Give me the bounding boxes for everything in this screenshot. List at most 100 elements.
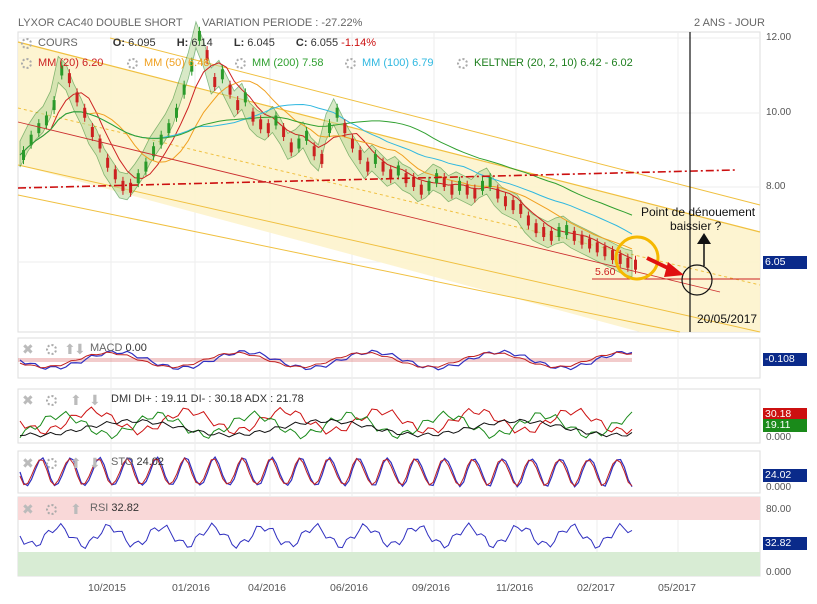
gear-icon[interactable] <box>46 395 57 406</box>
price-candle <box>228 84 232 95</box>
price-candle <box>190 61 194 72</box>
price-candle <box>343 123 347 134</box>
x-tick-label: 04/2016 <box>248 582 286 594</box>
legend-mm20[interactable]: MM (20) 6.20 <box>38 57 104 69</box>
price-candle <box>373 153 377 164</box>
price-candle <box>549 230 553 241</box>
price-candle <box>366 161 370 172</box>
price-candle <box>412 177 416 187</box>
price-candle <box>220 69 224 80</box>
price-candle <box>450 184 454 195</box>
price-candle <box>320 153 324 164</box>
keltner-band <box>19 20 633 278</box>
change-value: -1.14% <box>341 37 377 49</box>
price-candle <box>289 142 293 153</box>
price-candle <box>511 200 515 211</box>
legend-keltner[interactable]: KELTNER (20, 2, 10) 6.42 - 6.02 <box>474 57 633 69</box>
price-candle <box>98 138 102 149</box>
price-candle <box>121 180 125 191</box>
arrow-up-icon[interactable]: ⬆ <box>64 341 76 357</box>
price-candle <box>236 100 240 111</box>
price-candle <box>106 157 110 168</box>
x-tick-label: 01/2016 <box>172 582 210 594</box>
arrow-down-icon[interactable]: ⬇ <box>74 341 86 357</box>
price-candle <box>305 130 309 141</box>
price-candle <box>389 169 393 180</box>
ma-200-line <box>19 111 633 216</box>
y-tick-label: 0.000 <box>766 482 792 493</box>
sto-d-line <box>19 457 633 487</box>
x-tick-label: 06/2016 <box>330 582 368 594</box>
price-candle <box>595 242 599 253</box>
price-candle <box>274 115 278 126</box>
close-icon[interactable]: ✖ <box>22 392 34 408</box>
gear-icon[interactable] <box>345 58 356 69</box>
price-candle <box>22 150 25 161</box>
legend-mm100[interactable]: MM (100) 6.79 <box>362 57 434 69</box>
y-tick-label: 8.00 <box>766 181 786 192</box>
ohlc-row: COURS O: 6.095 H: 6.14 L: 6.045 C: 6.055… <box>38 37 377 49</box>
y-tick-label: 10.00 <box>766 107 792 118</box>
sto-badge: 24.02 <box>763 469 807 482</box>
last-price-badge: 6.05 <box>763 256 807 269</box>
price-candle <box>350 138 354 149</box>
close-icon[interactable]: ✖ <box>22 455 34 471</box>
y-tick-label: 80.00 <box>766 504 792 515</box>
price-candle <box>266 123 270 134</box>
price-candle <box>618 253 622 264</box>
close-icon[interactable]: ✖ <box>22 341 34 357</box>
price-candle <box>213 77 217 87</box>
price-candle <box>282 127 286 137</box>
x-tick-label: 02/2017 <box>577 582 615 594</box>
price-candle <box>312 146 316 157</box>
arrow-up-icon[interactable]: ⬆ <box>70 455 82 471</box>
gear-icon[interactable] <box>235 58 246 69</box>
price-candle <box>557 227 561 237</box>
price-candle <box>159 134 163 145</box>
price-candle <box>297 138 301 149</box>
gear-icon[interactable] <box>46 344 57 355</box>
close-icon[interactable]: ✖ <box>22 501 34 517</box>
rsi-overbought-zone <box>18 497 760 520</box>
gear-icon[interactable] <box>127 58 138 69</box>
price-candle <box>534 223 538 234</box>
target-text-2: baissier ? <box>670 219 722 233</box>
price-candle <box>419 184 423 195</box>
macd-badge: -0.108 <box>763 353 807 366</box>
legend-mm50[interactable]: MM (50) 6.48 <box>144 57 210 69</box>
x-tick-label: 09/2016 <box>412 582 450 594</box>
legend-mm200[interactable]: MM (200) 7.58 <box>252 57 324 69</box>
price-candle <box>519 203 523 214</box>
gear-icon[interactable] <box>21 38 32 49</box>
target-arrow-head <box>664 262 684 277</box>
price-candle <box>634 259 637 270</box>
price-candle <box>427 180 431 191</box>
price-candle <box>243 92 247 103</box>
highlight-circle <box>614 235 660 281</box>
sto-label: STO 24.02 <box>111 456 165 468</box>
price-candle <box>442 177 446 187</box>
period-selector[interactable]: 2 ANS - JOUR <box>694 17 765 29</box>
price-candle <box>29 134 33 145</box>
x-tick-label: 05/2017 <box>658 582 696 594</box>
price-candle <box>251 111 255 122</box>
price-candle <box>542 227 546 237</box>
rsi-oversold-zone <box>18 552 760 576</box>
price-candle <box>588 238 592 249</box>
dmi-minus-line <box>19 406 633 436</box>
gear-icon[interactable] <box>46 504 57 515</box>
arrow-up-icon[interactable]: ⬆ <box>70 501 82 517</box>
instrument-title: LYXOR CAC40 DOUBLE SHORT <box>18 17 183 29</box>
arrow-down-icon[interactable]: ⬇ <box>89 392 101 408</box>
arrow-down-icon[interactable]: ⬇ <box>89 455 101 471</box>
price-candle <box>465 184 469 195</box>
arrow-up-icon[interactable]: ⬆ <box>70 392 82 408</box>
price-candle <box>136 173 140 184</box>
price-candle <box>496 188 500 199</box>
gear-icon[interactable] <box>21 58 32 69</box>
support-level-label: 5.60 <box>595 266 616 278</box>
price-candle <box>60 65 64 76</box>
gear-icon[interactable] <box>46 458 57 469</box>
gear-icon[interactable] <box>457 58 468 69</box>
